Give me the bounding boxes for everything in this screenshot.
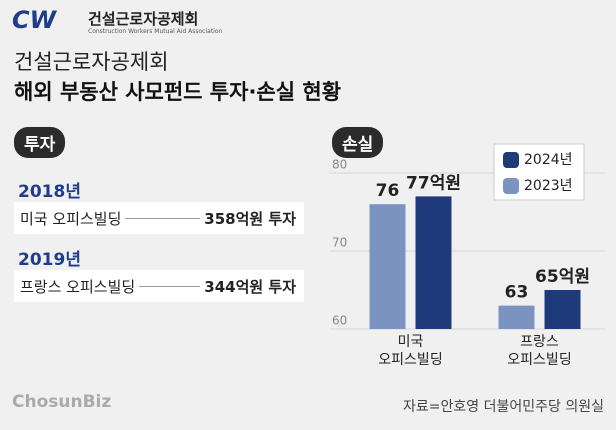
item-amount: 344억원 투자 — [204, 277, 296, 296]
legend-swatch — [503, 178, 519, 194]
bar — [544, 290, 581, 329]
org-name-en: Construction Workers Mutual Aid Associat… — [88, 28, 223, 35]
y-tick-label: 60 — [332, 314, 347, 328]
item-name: 프랑스 오피스빌딩 — [20, 277, 136, 296]
logo: CW — [12, 6, 57, 34]
value-label: 76 — [376, 181, 400, 201]
title: 해외 부동산 사모펀드 투자·손실 현황 — [14, 80, 342, 104]
year: 2018년 — [18, 182, 81, 202]
x-tick-label: 프랑스 오피스빌딩 — [507, 334, 572, 368]
section-label: 투자 — [14, 127, 66, 158]
item-box: 미국 오피스빌딩 358억원 투자 — [14, 202, 304, 234]
value-label: 63 — [505, 283, 529, 303]
value-label: 77억원 — [406, 173, 461, 193]
y-tick-label: 80 — [332, 158, 347, 172]
value-label: 65억원 — [535, 267, 590, 287]
org-name: 건설근로자공제회 — [88, 10, 199, 28]
leader — [139, 285, 201, 287]
legend-label: 2024년 — [524, 152, 573, 168]
title-line: 건설근로자공제회 — [14, 50, 169, 74]
bar — [498, 305, 535, 329]
x-tick-label: 미국 오피스빌딩 — [378, 334, 443, 368]
leader — [125, 217, 201, 219]
item-amount: 358억원 투자 — [204, 209, 296, 228]
year: 2019년 — [18, 250, 81, 270]
chart-title: 손실 — [332, 127, 384, 158]
y-tick-label: 70 — [332, 236, 347, 250]
legend-swatch — [503, 152, 519, 168]
brand: ChosunBiz — [12, 392, 112, 412]
item-name: 미국 오피스빌딩 — [20, 209, 122, 228]
item-box: 프랑스 오피스빌딩 344억원 투자 — [14, 270, 304, 302]
bar — [415, 196, 452, 329]
legend-label: 2023년 — [524, 178, 573, 194]
bar — [369, 204, 406, 329]
source: 자료=안호영 더불어민주당 의원실 — [403, 399, 604, 415]
